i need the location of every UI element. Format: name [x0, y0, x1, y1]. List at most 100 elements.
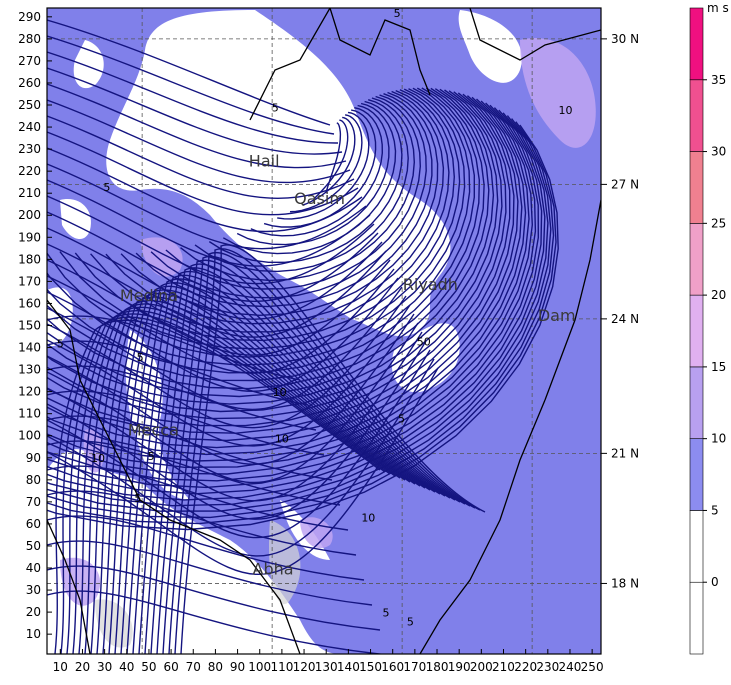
- y-tick-label: 80: [26, 473, 41, 487]
- streamline: [222, 102, 397, 255]
- y-tick-label: 20: [26, 605, 41, 619]
- streamline: [47, 83, 347, 169]
- streamline: [47, 121, 557, 525]
- contour-label: 5: [398, 412, 405, 425]
- contour-label: 5: [394, 7, 401, 20]
- x-tick-label: 170: [403, 660, 426, 674]
- x-tick-label: 110: [270, 660, 293, 674]
- plot-frame: [46, 7, 602, 655]
- x-tick-label: 230: [536, 660, 559, 674]
- streamline: [47, 88, 499, 413]
- colorbar-swatch: [689, 581, 704, 655]
- city-label: Hail: [249, 152, 280, 171]
- streamline: [47, 92, 515, 442]
- y-tick-label: 40: [26, 561, 41, 575]
- streamline: [96, 296, 416, 654]
- y-axis: 10 20 30 40 50 60 70 80 90 100 110 120 130 140 150 160 1…: [18, 10, 52, 641]
- streamline: [47, 365, 317, 431]
- streamline: [47, 268, 395, 374]
- y-tick-label: 230: [18, 142, 41, 156]
- lat-label: 24 N: [611, 312, 639, 326]
- streamline: [47, 87, 485, 390]
- y-tick-label: 290: [18, 10, 41, 24]
- streamline: [156, 259, 466, 654]
- x-tick-label: 60: [163, 660, 178, 674]
- x-tick-label: 220: [514, 660, 537, 674]
- streamline: [314, 119, 349, 199]
- colorbar-swatch: [689, 366, 704, 439]
- y-tick-label: 100: [18, 429, 41, 443]
- contour-label: 10: [559, 104, 573, 117]
- x-tick-label: 70: [186, 660, 201, 674]
- y-tick-label: 250: [18, 98, 41, 112]
- streamline: [72, 310, 396, 654]
- streamline: [180, 97, 416, 282]
- city-label: Mecca: [128, 421, 179, 440]
- x-tick-label: 240: [559, 660, 582, 674]
- y-tick-label: 260: [18, 76, 41, 90]
- x-tick-label: 120: [293, 660, 316, 674]
- y-tick-label: 50: [26, 539, 41, 553]
- streamline: [74, 89, 456, 342]
- streamline: [47, 35, 335, 135]
- streamline: [325, 122, 342, 191]
- x-tick-label: 30: [97, 660, 112, 674]
- colorbar-level: 5: [711, 503, 719, 517]
- streamline: [150, 263, 461, 654]
- streamline: [162, 255, 471, 654]
- x-tick-label: 130: [315, 660, 338, 674]
- streamline: [47, 415, 333, 481]
- y-tick-label: 120: [18, 385, 41, 399]
- colorbar-swatch: [689, 223, 704, 296]
- y-tick-label: 140: [18, 341, 41, 355]
- x-tick-label: 200: [470, 660, 493, 674]
- streamline: [47, 490, 357, 556]
- x-tick-label: 80: [208, 660, 223, 674]
- y-tick-label: 160: [18, 296, 41, 310]
- y-tick-label: 10: [26, 627, 41, 641]
- streamline: [132, 274, 446, 654]
- streamline: [47, 147, 363, 233]
- streamline: [289, 114, 363, 213]
- streamline: [105, 90, 445, 325]
- streamline: [47, 358, 435, 557]
- streamline: [47, 286, 403, 411]
- streamline: [236, 104, 390, 246]
- city-label: Qasim: [294, 189, 345, 208]
- y-tick-label: 130: [18, 363, 41, 377]
- x-tick-label: 160: [381, 660, 404, 674]
- x-tick-label: 210: [492, 660, 515, 674]
- streamline: [47, 67, 343, 155]
- x-tick-label: 10: [53, 660, 68, 674]
- y-tick-label: 30: [26, 583, 41, 597]
- streamline: [47, 96, 527, 462]
- streamline: [47, 115, 552, 512]
- streamline: [47, 315, 301, 381]
- contour-label: 5: [57, 338, 64, 351]
- contour-label: 5: [407, 615, 414, 628]
- x-tick-label: 90: [230, 660, 245, 674]
- streamline: [194, 99, 409, 273]
- streamline: [47, 89, 503, 420]
- streamline: [78, 306, 401, 654]
- streamline: [47, 107, 543, 495]
- streamline: [250, 107, 384, 237]
- lat-label: 27 N: [611, 177, 639, 191]
- streamline: [144, 267, 456, 654]
- colorbar-swatch: [689, 438, 704, 511]
- colorbar-swatch: [689, 79, 704, 152]
- x-tick-label: 100: [248, 660, 271, 674]
- city-label: Medina: [120, 286, 178, 305]
- streamline: [47, 465, 349, 531]
- streamline: [302, 116, 356, 206]
- streamline: [54, 319, 381, 654]
- colorbar-level: 30: [711, 145, 726, 159]
- colorbar: 0 5 10 15 20 25 30 35: [689, 7, 726, 655]
- streamline: [114, 285, 431, 654]
- x-tick-label: 140: [337, 660, 360, 674]
- streamline: [47, 112, 549, 507]
- streamline: [47, 440, 341, 506]
- contour-label: 5: [148, 450, 155, 463]
- streamline: [47, 88, 466, 358]
